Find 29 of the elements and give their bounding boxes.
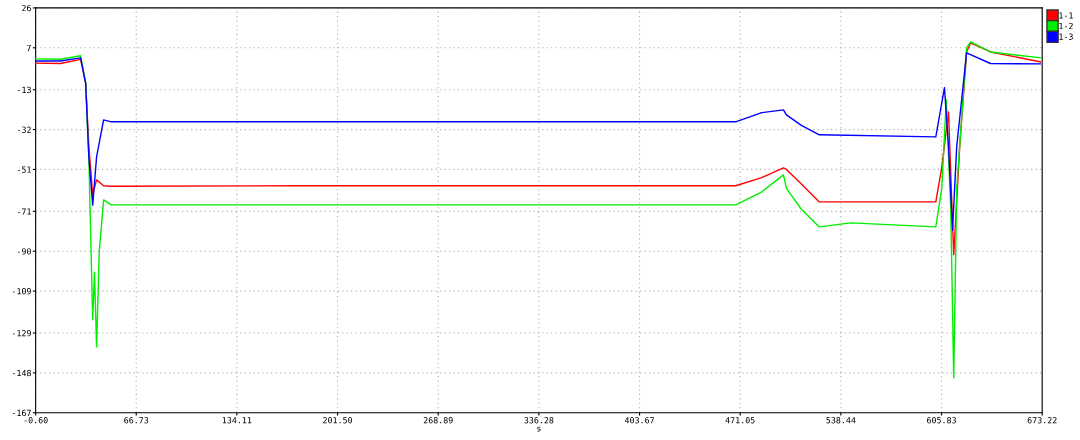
y-tick-label: -129 xyxy=(12,330,31,337)
y-tick-label: -167 xyxy=(12,409,31,417)
legend-label: 1-2 xyxy=(1059,22,1073,30)
y-tick-label: -32 xyxy=(17,126,31,133)
line-series xyxy=(34,52,1042,231)
y-tick-label: -90 xyxy=(17,248,31,255)
line-series xyxy=(34,41,1042,379)
x-tick-label: 605.83 xyxy=(927,417,956,424)
y-tick-label: -71 xyxy=(17,208,31,215)
x-tick-label: 268.89 xyxy=(423,417,453,424)
x-tick-label: 673.22 xyxy=(1027,417,1057,424)
x-tick-label: 336.28 xyxy=(524,417,554,424)
x-tick-label: 403.67 xyxy=(624,417,654,424)
y-tick-label: -109 xyxy=(12,288,31,295)
x-tick-label: 471.05 xyxy=(725,417,755,424)
legend-label: 1-1 xyxy=(1059,12,1073,19)
y-tick-label: -13 xyxy=(17,86,31,94)
legend-label: 1-3 xyxy=(1059,33,1073,40)
x-axis-title: s xyxy=(537,426,541,432)
x-tick-label: 538.44 xyxy=(826,417,856,424)
y-tick-label: -148 xyxy=(12,369,31,377)
y-tick-label: 26 xyxy=(22,4,31,12)
y-tick-label: 7 xyxy=(27,44,31,51)
x-tick-label: 66.73 xyxy=(124,417,149,424)
y-tick-label: -51 xyxy=(17,166,31,173)
x-tick-label: -0.60 xyxy=(24,417,48,424)
x-tick-label: 134.11 xyxy=(222,417,252,424)
x-tick-label: 201.50 xyxy=(323,417,353,424)
line-series xyxy=(34,42,1042,256)
